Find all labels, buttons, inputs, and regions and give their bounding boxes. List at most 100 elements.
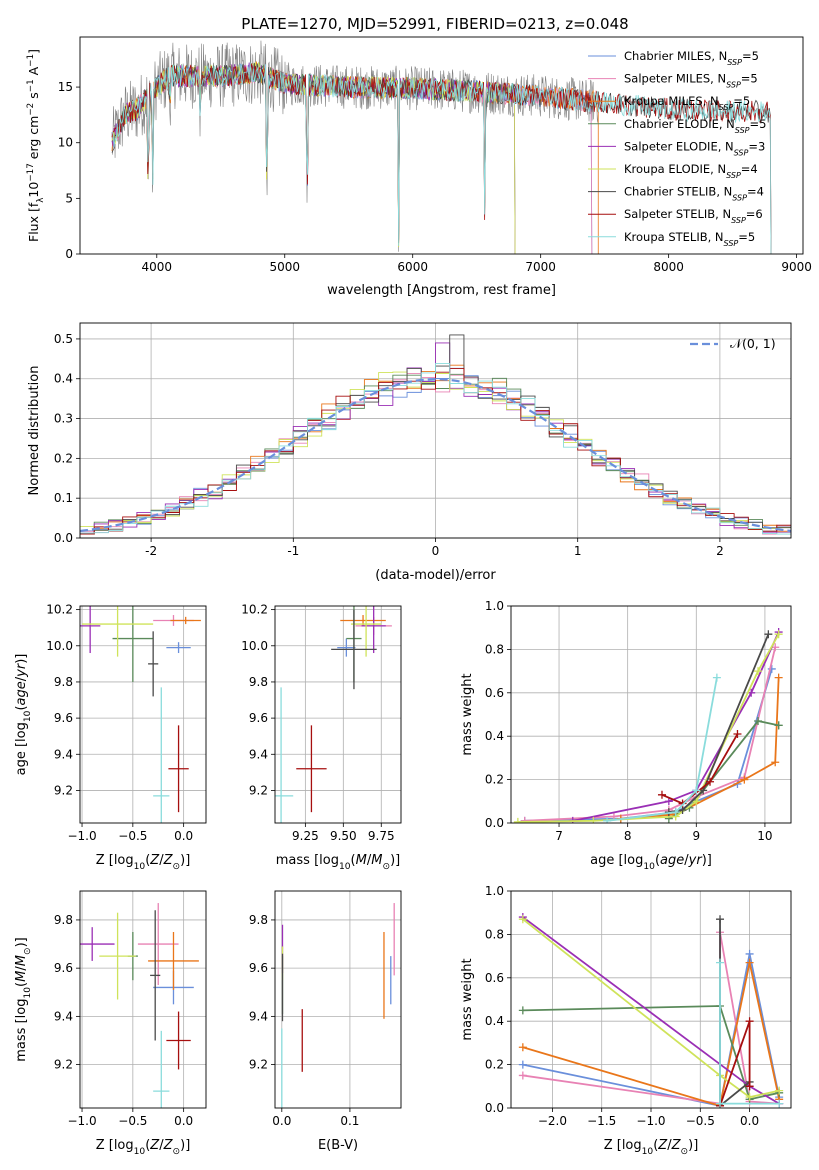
y-tick-label: 0.2 (485, 1058, 504, 1072)
panel-age_vs_z: −1.0 −0.5 0.0 9.2 9.4 9.6 9.8 10.0 10.2 Z [log10(… (14, 603, 207, 872)
series-marker (513, 817, 522, 823)
axes-frame: −1.0 −0.5 0.0 9.2 9.4 9.6 9.8 Z [log10(Z/Z⊙)] ma… (14, 890, 207, 1157)
series-marker (745, 949, 754, 958)
error-bar-point (153, 1030, 170, 1108)
y-tick-label: 0.8 (485, 642, 504, 656)
plot-area (80, 903, 199, 1108)
y-tick-label: 0.5 (54, 332, 73, 346)
legend-entry: Chabrier STELIB, NSSP=4 (624, 185, 764, 203)
legend-entry: Kroupa STELIB, NSSP=5 (624, 230, 755, 248)
x-tick-label: 4000 (142, 260, 173, 274)
panel-mass_vs_z: −1.0 −0.5 0.0 9.2 9.4 9.6 9.8 Z [log10(Z/Z⊙)] ma… (14, 890, 207, 1157)
x-tick-label: 2 (716, 544, 724, 558)
mass-weight-series (603, 673, 721, 823)
y-tick-label: 9.6 (249, 961, 268, 975)
x-axis-label: age [log10(age/yr)] (590, 853, 712, 872)
x-tick-label: 9.75 (368, 829, 395, 843)
y-tick-label: 9.6 (54, 961, 73, 975)
plot-area (80, 606, 201, 823)
series-marker (518, 1071, 527, 1080)
y-axis-label: Normed distribution (27, 366, 42, 496)
y-tick-label: 1.0 (485, 884, 504, 898)
panel-age_vs_mass: 9.25 9.50 9.75 9.2 9.4 9.6 9.8 10.0 10.2 mass [lo… (241, 603, 402, 872)
grid-lines (275, 891, 401, 1108)
y-tick-label: 9.8 (54, 675, 73, 689)
series-marker (716, 1099, 725, 1108)
series-marker (518, 915, 527, 924)
figure-title: PLATE=1270, MJD=52991, FIBERID=0213, z=0… (241, 15, 628, 33)
y-tick-label: 15 (58, 80, 73, 94)
series-line (668, 633, 770, 814)
grid-lines (80, 891, 206, 1108)
legend-entry: 𝒩(0, 1) (730, 336, 776, 351)
legend: 𝒩(0, 1) (690, 336, 776, 351)
y-axis-label: Flux [fλ10−17 erg cm−2 s−1 A−1] (26, 49, 46, 242)
series-marker (774, 630, 783, 639)
error-bar-point (296, 725, 327, 813)
series-marker (671, 808, 680, 817)
y-tick-label: 9.6 (54, 711, 73, 725)
y-tick-label: 9.4 (54, 1009, 73, 1023)
x-tick-label: −0.5 (118, 829, 147, 843)
legend-entry: Chabrier ELODIE, NSSP=5 (624, 117, 766, 135)
y-tick-label: 0.0 (54, 531, 73, 545)
x-axis-label: E(B-V) (318, 1138, 358, 1153)
series-marker (771, 758, 780, 767)
x-tick-label: −1.0 (636, 1114, 665, 1128)
series-marker (518, 1043, 527, 1052)
x-axis-label: Z [log10(Z/Z⊙)] (96, 1138, 191, 1157)
y-axis-label: age [log10(age/yr)] (14, 654, 33, 776)
y-tick-label: 9.8 (249, 675, 268, 689)
axes-border (79, 36, 804, 255)
y-tick-label: 1.0 (485, 599, 504, 613)
series-marker (767, 664, 776, 673)
y-axis-label: mass weight (460, 673, 475, 755)
series-line (522, 918, 780, 1099)
mass-weight-series (513, 630, 783, 823)
x-tick-label: 6000 (397, 260, 428, 274)
series-marker (712, 673, 721, 682)
series-marker (520, 816, 529, 823)
x-tick-label: −1.0 (67, 829, 96, 843)
series-line (572, 631, 780, 822)
x-tick-label: −2.0 (538, 1114, 567, 1128)
x-tick-label: 7000 (525, 260, 556, 274)
y-tick-label: 10.2 (46, 603, 73, 617)
plot-area (518, 913, 784, 1108)
y-tick-label: 9.2 (54, 1058, 73, 1072)
x-tick-label: 9 (692, 829, 700, 843)
axes-border (79, 605, 207, 824)
series-line (524, 668, 773, 822)
y-tick-label: 10 (58, 136, 73, 150)
x-tick-label: -2 (145, 544, 157, 558)
error-bar-point (150, 910, 161, 1041)
x-axis-label: (data-model)/error (375, 568, 496, 583)
series-marker (745, 958, 754, 967)
x-tick-label: 0 (432, 544, 440, 558)
grid-lines (275, 606, 401, 823)
series-marker (754, 717, 763, 726)
series-marker (775, 1086, 784, 1095)
y-tick-label: 9.6 (249, 711, 268, 725)
series-marker (692, 797, 701, 806)
y-tick-label: 10.0 (241, 639, 268, 653)
y-tick-label: 9.2 (249, 1058, 268, 1072)
y-tick-label: 9.8 (249, 913, 268, 927)
grid-lines (80, 606, 206, 823)
panel-residuals: -2 -1 0 1 2 0.0 0.1 0.2 0.3 0.4 0.5 (data-model)/er… (27, 322, 792, 583)
grid-lines (511, 605, 791, 824)
plot-area (513, 628, 783, 823)
plot-area (275, 606, 392, 823)
x-tick-label: 9.50 (330, 829, 357, 843)
y-tick-label: 9.2 (54, 783, 73, 797)
y-axis-label: mass [log10(M/M⊙)] (14, 937, 33, 1061)
y-tick-label: 10.2 (241, 603, 268, 617)
axes-border (274, 605, 402, 824)
plot-area (281, 903, 395, 1108)
axes-frame: 4000 5000 6000 7000 8000 9000 0 5 10 15 wavelength… (26, 36, 812, 298)
series-marker (774, 673, 783, 682)
x-tick-label: −0.5 (686, 1114, 715, 1128)
panel-massweight_vs_age: 7 8 9 10 0.0 0.2 0.4 0.6 0.8 1.0 age [log10(age/yr… (460, 599, 792, 872)
error-bar-point (166, 1011, 191, 1070)
